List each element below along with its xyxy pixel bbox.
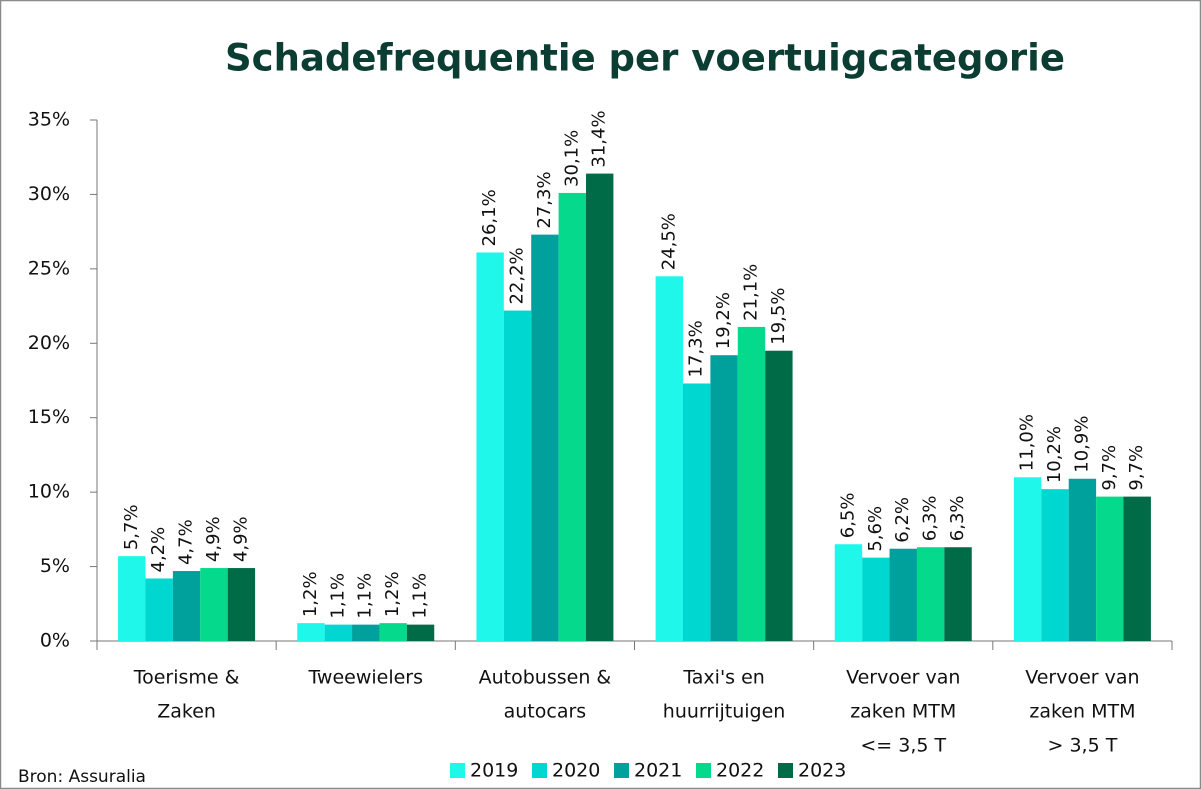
legend-swatch [696,763,711,778]
y-tick-label: 5% [40,555,70,577]
bar [558,192,587,641]
y-tick-label: 35% [28,109,70,131]
bar [531,234,559,641]
y-tick-label: 10% [28,481,70,503]
legend-swatch [532,763,547,778]
value-label: 24,5% [658,213,679,270]
x-tick-label: Zaken [157,701,216,723]
legend-swatch [450,763,465,778]
value-label: 5,6% [865,506,886,552]
value-label: 11,0% [1017,414,1038,471]
value-label: 6,3% [947,495,968,541]
chart-title: Schadefrequentie per voertuigcategorie [225,37,1065,80]
x-tick-label: Tweewielers [307,667,423,689]
legend-swatch [778,763,793,778]
value-label: 10,2% [1044,426,1065,483]
y-tick-label: 15% [28,406,70,428]
value-label: 17,3% [686,320,707,377]
x-tick-label: zaken MTM [850,701,956,723]
bar [297,623,325,641]
value-label: 27,3% [534,171,555,228]
value-label: 4,9% [230,516,251,562]
y-tick-label: 20% [28,332,70,354]
bar [118,556,146,641]
legend-label: 2021 [634,760,682,782]
bar [862,557,890,641]
x-tick-label: <= 3,5 T [860,735,946,757]
value-label: 4,2% [148,527,169,573]
x-tick-label: Taxi's en [682,667,765,689]
value-label: 9,7% [1099,445,1120,491]
value-label: 19,2% [713,292,734,349]
bar [737,326,766,641]
legend-label: 2023 [798,760,846,782]
value-label: 10,9% [1071,416,1092,473]
value-label: 1,1% [410,573,431,619]
value-label: 1,2% [382,571,403,617]
bar [227,568,256,641]
value-label: 9,7% [1126,445,1147,491]
bar [145,578,173,641]
legend-label: 2020 [552,760,600,782]
value-label: 1,1% [327,573,348,619]
legend-label: 2022 [716,760,764,782]
bar [352,624,380,641]
bar [1096,496,1124,641]
y-tick-label: 25% [28,257,70,279]
bar [200,568,228,641]
bar [682,383,711,641]
bar [324,624,353,641]
value-label: 5,7% [121,504,142,550]
bar [476,252,504,642]
bar [1013,477,1042,641]
value-label: 30,1% [561,130,582,187]
x-tick-label: autocars [504,701,587,723]
bar [406,624,435,641]
bar [172,571,201,641]
bar [710,355,738,641]
value-label: 31,4% [589,110,610,167]
value-label: 1,2% [300,571,321,617]
legend-swatch [614,763,629,778]
x-tick-label: Vervoer van [846,667,960,689]
value-label: 26,1% [479,189,500,246]
bar [655,276,683,641]
x-tick-label: > 3,5 T [1048,735,1118,757]
x-tick-label: zaken MTM [1029,701,1135,723]
bar [1123,496,1151,641]
value-label: 6,3% [920,495,941,541]
bar [1068,478,1097,641]
bar [503,310,532,641]
x-tick-label: Autobussen & [479,667,612,689]
value-label: 4,9% [203,516,224,562]
bar [765,350,793,641]
bar [586,173,614,642]
legend-label: 2019 [470,760,518,782]
value-label: 22,2% [507,247,528,304]
bar [889,548,917,641]
bar [944,547,972,641]
x-tick-label: Vervoer van [1025,667,1139,689]
value-label: 6,5% [837,493,858,539]
y-tick-label: 0% [40,630,70,652]
x-tick-label: Toerisme & [133,667,240,689]
bar [916,547,945,641]
x-tick-label: huurrijtuigen [663,701,786,723]
value-label: 1,1% [355,573,376,619]
value-label: 19,5% [768,288,789,345]
bar [379,623,407,641]
bar [1041,489,1069,641]
value-label: 6,2% [892,497,913,543]
source: Bron: Assuralia [18,767,146,787]
bar [834,544,863,641]
value-label: 4,7% [176,519,197,565]
value-label: 21,1% [740,264,761,321]
y-tick-label: 30% [28,183,70,205]
